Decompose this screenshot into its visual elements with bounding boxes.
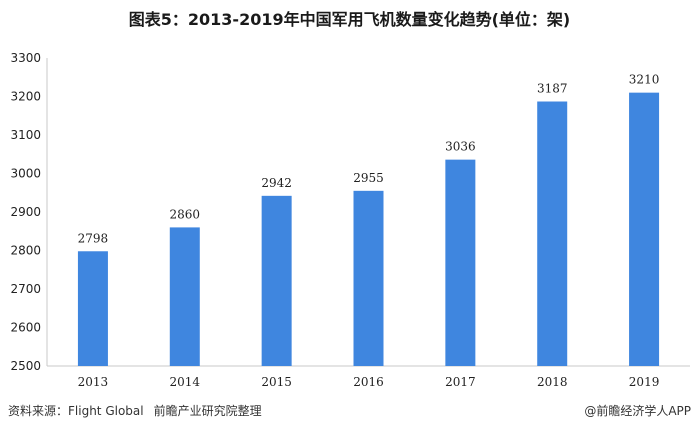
data-label: 2798 — [78, 231, 109, 245]
bar-chart: 2500 2600 2700 2800 2900 3000 3100 3200 3300 201… — [10, 51, 690, 389]
bar — [537, 101, 568, 366]
data-label: 3210 — [629, 73, 660, 87]
bar — [629, 92, 660, 367]
y-tick-label: 2900 — [10, 205, 41, 219]
brand-credit: @前瞻经济学人APP — [584, 404, 691, 418]
data-label: 3187 — [537, 82, 568, 96]
y-axis: 2500 2600 2700 2800 2900 3000 3100 3200 3300 — [10, 51, 48, 373]
x-tick-label: 2017 — [445, 375, 476, 389]
bar — [353, 190, 384, 366]
source-label: 资料来源： — [8, 404, 69, 418]
bar — [261, 195, 292, 366]
bar — [169, 227, 200, 366]
x-tick-label: 2013 — [78, 375, 109, 389]
data-label: 2942 — [261, 176, 292, 190]
data-label: 3036 — [445, 140, 476, 154]
x-tick-label: 2019 — [629, 375, 660, 389]
y-tick-label: 2700 — [10, 282, 41, 296]
y-tick-label: 2800 — [10, 244, 41, 258]
y-tick-label: 3200 — [10, 90, 41, 104]
y-tick-label: 3300 — [10, 51, 41, 65]
x-tick-label: 2015 — [261, 375, 292, 389]
source-compiler: 前瞻产业研究院整理 — [153, 404, 262, 418]
bar-series — [77, 92, 660, 367]
bar — [445, 159, 476, 366]
data-label: 2955 — [353, 171, 384, 185]
bar — [77, 251, 108, 366]
y-tick-label: 2600 — [10, 321, 41, 335]
data-labels: 2798 2860 2942 2955 3036 3187 3210 — [78, 73, 660, 246]
chart-title: 图表5：2013-2019年中国军用飞机数量变化趋势(单位：架) — [128, 10, 571, 29]
data-label: 2860 — [170, 207, 201, 221]
x-tick-label: 2018 — [537, 375, 568, 389]
y-tick-label: 2500 — [10, 359, 41, 373]
x-axis: 2013 2014 2015 2016 2017 2018 2019 — [47, 365, 690, 389]
x-tick-label: 2014 — [170, 375, 201, 389]
footer: 资料来源：Flight Global 前瞻产业研究院整理 @前瞻经济学人APP — [8, 400, 691, 422]
y-tick-label: 3000 — [10, 167, 41, 181]
y-tick-label: 3100 — [10, 128, 41, 142]
source-org: Flight Global — [68, 404, 144, 418]
x-tick-label: 2016 — [353, 375, 384, 389]
source-note: 资料来源：Flight Global 前瞻产业研究院整理 — [8, 402, 262, 419]
